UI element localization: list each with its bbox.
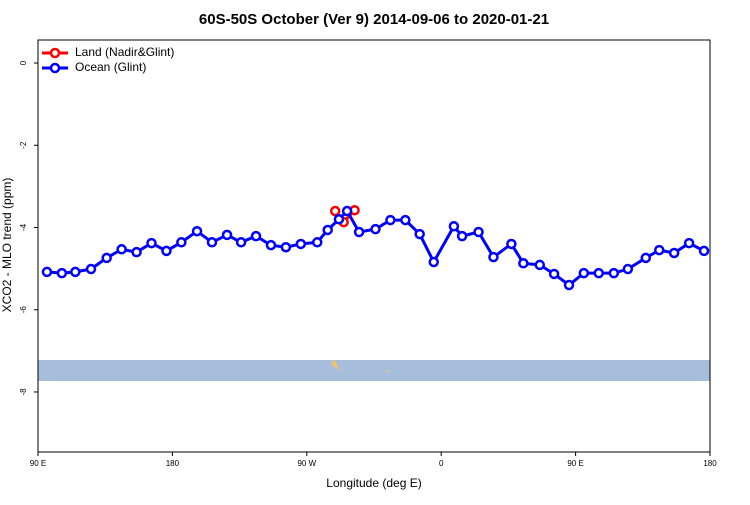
data-point — [250, 230, 262, 242]
x-tick-label: 90 E — [567, 459, 583, 468]
x-tick-label: 90 E — [30, 459, 46, 468]
data-point — [448, 221, 460, 232]
data-point — [161, 245, 172, 257]
map-strip — [38, 360, 710, 381]
x-axis-label: Longitude (deg E) — [326, 476, 421, 490]
data-point — [563, 279, 575, 291]
plot-frame — [37, 39, 711, 453]
y-tick-label: -4 — [19, 223, 28, 231]
data-point — [400, 214, 411, 226]
data-point — [640, 252, 652, 264]
data-point — [593, 267, 604, 279]
data-point — [506, 238, 517, 250]
data-point — [265, 239, 277, 251]
data-point — [206, 237, 218, 248]
data-point — [101, 252, 112, 264]
data-point — [456, 230, 468, 242]
data-point — [333, 214, 345, 225]
y-tick-label: -8 — [19, 388, 28, 396]
x-tick-label: 0 — [439, 459, 444, 468]
data-point — [146, 237, 157, 249]
data-point — [312, 237, 323, 248]
legend-label: Ocean (Glint) — [75, 60, 146, 74]
data-point — [353, 226, 365, 238]
data-point — [668, 247, 680, 259]
data-point — [683, 237, 695, 249]
y-tick-label: -2 — [19, 141, 28, 149]
data-point — [428, 256, 439, 268]
x-tick-label: 180 — [703, 459, 717, 468]
data-point — [56, 267, 68, 279]
y-tick-label: -6 — [19, 306, 28, 314]
series-line — [46, 208, 705, 287]
data-point — [548, 268, 560, 280]
data-point — [578, 267, 590, 279]
data-point — [41, 266, 53, 278]
data-point — [131, 246, 142, 258]
data-point — [385, 214, 396, 226]
data-point — [176, 237, 187, 248]
data-point — [653, 244, 665, 256]
data-point — [85, 263, 97, 275]
data-point — [518, 258, 529, 269]
data-point — [473, 226, 484, 238]
data-point — [235, 237, 247, 248]
data-point — [116, 244, 127, 255]
x-tick-label: 180 — [166, 459, 180, 468]
legend-marker — [49, 62, 61, 74]
data-point — [534, 259, 546, 271]
data-point — [191, 225, 203, 237]
data-point — [370, 223, 381, 235]
legend-marker — [49, 47, 61, 59]
data-point — [329, 205, 341, 217]
data-point — [295, 238, 307, 250]
data-point — [698, 245, 710, 257]
y-tick-label: 0 — [19, 60, 28, 65]
data-point — [322, 224, 333, 236]
data-point — [608, 267, 620, 279]
data-point — [488, 251, 499, 263]
land-mass — [386, 370, 388, 372]
legend-label: Land (Nadir&Glint) — [75, 45, 174, 59]
data-point — [280, 241, 292, 253]
data-point — [70, 266, 81, 278]
y-axis-label: XCO2 - MLO trend (ppm) — [0, 178, 14, 313]
data-point — [622, 263, 634, 275]
data-point — [414, 228, 425, 240]
data-point — [341, 205, 353, 217]
chart-title: 60S-50S October (Ver 9) 2014-09-06 to 20… — [199, 11, 549, 28]
data-point — [221, 229, 233, 241]
x-tick-label: 90 W — [297, 459, 316, 468]
land-mass — [331, 360, 343, 372]
